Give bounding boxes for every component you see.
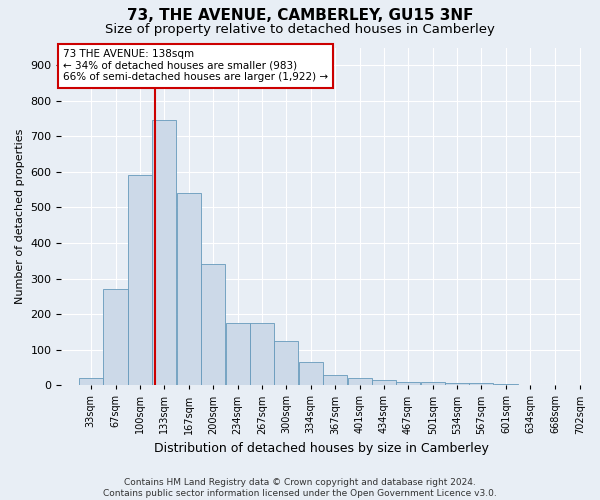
Bar — [469, 384, 493, 386]
Text: 73 THE AVENUE: 138sqm
← 34% of detached houses are smaller (983)
66% of semi-det: 73 THE AVENUE: 138sqm ← 34% of detached … — [63, 50, 328, 82]
Text: Size of property relative to detached houses in Camberley: Size of property relative to detached ho… — [105, 22, 495, 36]
Bar — [518, 384, 542, 386]
Bar — [152, 120, 176, 386]
Bar — [128, 176, 152, 386]
Bar — [372, 380, 396, 386]
Bar — [348, 378, 372, 386]
Bar — [226, 323, 250, 386]
Bar — [494, 384, 518, 386]
Text: 73, THE AVENUE, CAMBERLEY, GU15 3NF: 73, THE AVENUE, CAMBERLEY, GU15 3NF — [127, 8, 473, 22]
Bar — [103, 290, 128, 386]
Text: Contains HM Land Registry data © Crown copyright and database right 2024.
Contai: Contains HM Land Registry data © Crown c… — [103, 478, 497, 498]
Bar — [79, 378, 103, 386]
Bar — [323, 374, 347, 386]
Bar — [274, 341, 298, 386]
Bar — [445, 384, 469, 386]
Bar — [250, 323, 274, 386]
X-axis label: Distribution of detached houses by size in Camberley: Distribution of detached houses by size … — [154, 442, 488, 455]
Bar — [396, 382, 420, 386]
Y-axis label: Number of detached properties: Number of detached properties — [15, 128, 25, 304]
Bar — [201, 264, 225, 386]
Bar — [176, 194, 201, 386]
Bar — [421, 382, 445, 386]
Bar — [543, 384, 567, 386]
Bar — [299, 362, 323, 386]
